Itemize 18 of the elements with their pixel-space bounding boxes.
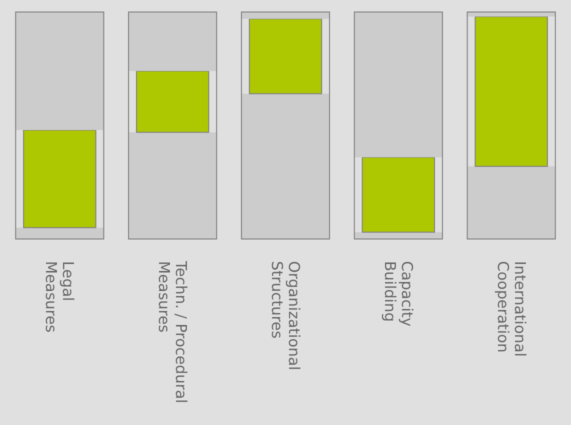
bar bbox=[467, 166, 556, 239]
bar bbox=[241, 12, 330, 19]
x-tick-label: Capacity Building bbox=[380, 261, 416, 327]
bar bbox=[354, 12, 442, 158]
x-tick-label: Techn. / Procedural Measures bbox=[155, 260, 190, 404]
bar bbox=[16, 228, 104, 239]
x-tick-label: Legal Measures bbox=[42, 261, 78, 333]
bar bbox=[362, 156, 436, 233]
bar bbox=[16, 12, 104, 130]
bar bbox=[128, 132, 217, 239]
bar bbox=[136, 70, 210, 133]
x-tick-label: International Cooperation bbox=[494, 261, 529, 357]
x-tick-label: Organizational Structures bbox=[268, 261, 303, 370]
bar bbox=[474, 16, 548, 167]
bar bbox=[23, 130, 96, 228]
bar bbox=[128, 12, 217, 72]
bar bbox=[241, 94, 330, 239]
bar bbox=[248, 18, 322, 94]
